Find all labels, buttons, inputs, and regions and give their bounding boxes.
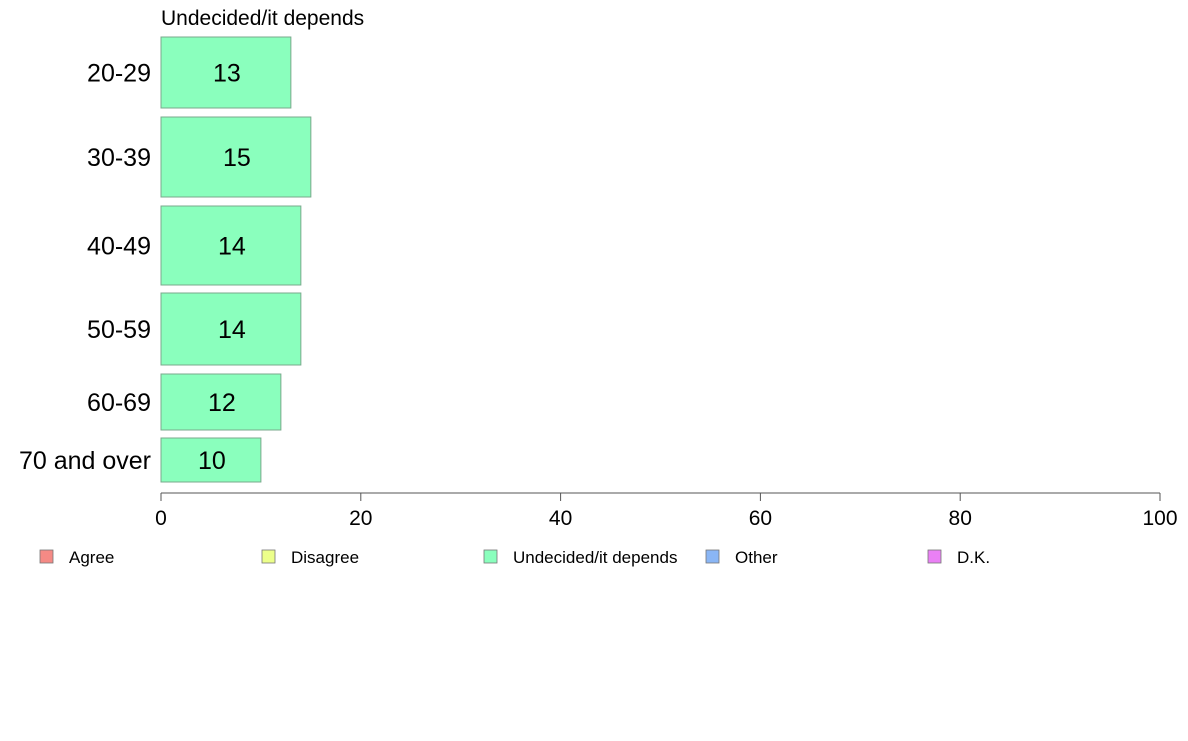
legend-swatch bbox=[927, 549, 942, 564]
legend-swatch bbox=[39, 549, 54, 564]
bars-layer: 13 20-29 15 30-39 14 40-49 14 50-59 12 60-69 10 70 … bbox=[19, 36, 312, 483]
legend-label: Undecided/it depends bbox=[513, 548, 677, 567]
bar-value-label: 14 bbox=[218, 316, 246, 344]
bar-70-and-over bbox=[160, 437, 262, 483]
category-label: 20-29 bbox=[87, 60, 151, 88]
legend-label: Disagree bbox=[291, 548, 359, 567]
x-tick-label: 40 bbox=[549, 507, 572, 530]
legend-swatch bbox=[705, 549, 720, 564]
category-label: 70 and over bbox=[19, 447, 151, 475]
bar-30-39 bbox=[160, 116, 312, 198]
category-label: 30-39 bbox=[87, 144, 151, 172]
legend-label: D.K. bbox=[957, 548, 990, 567]
legend-swatch bbox=[261, 549, 276, 564]
bar-value-label: 13 bbox=[213, 60, 241, 88]
category-label: 50-59 bbox=[87, 316, 151, 344]
x-axis: 0 20 40 60 80 100 bbox=[155, 492, 1178, 530]
legend-label: Other bbox=[735, 548, 778, 567]
bar-40-49 bbox=[160, 205, 302, 286]
bar-value-label: 10 bbox=[198, 447, 226, 475]
bar-value-label: 12 bbox=[208, 389, 236, 417]
category-label: 60-69 bbox=[87, 389, 151, 417]
legend-label: Agree bbox=[69, 548, 114, 567]
bar-60-69 bbox=[160, 373, 282, 431]
x-tick-label: 60 bbox=[749, 507, 772, 530]
bar-value-label: 14 bbox=[218, 233, 246, 261]
bar-50-59 bbox=[160, 292, 302, 366]
bar-value-label: 15 bbox=[223, 144, 251, 172]
x-tick-label: 80 bbox=[949, 507, 972, 530]
bar-20-29 bbox=[160, 36, 292, 109]
category-label: 40-49 bbox=[87, 233, 151, 261]
legend: Agree Disagree Undecided/it depends Other D.… bbox=[39, 548, 990, 567]
legend-swatch bbox=[483, 549, 498, 564]
chart-title: Undecided/it depends bbox=[161, 7, 364, 30]
x-tick-label: 0 bbox=[155, 507, 167, 530]
x-tick-label: 100 bbox=[1142, 507, 1177, 530]
x-tick-label: 20 bbox=[349, 507, 372, 530]
